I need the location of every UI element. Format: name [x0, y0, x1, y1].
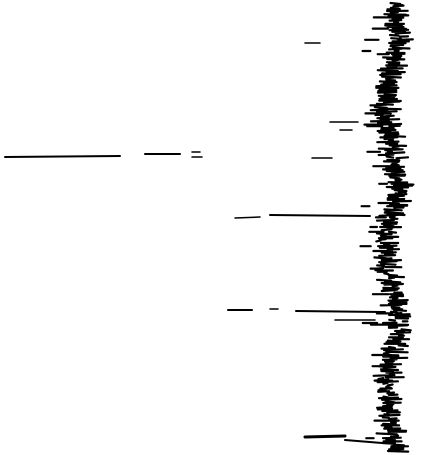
- noisy-column: [359, 1, 415, 453]
- streak: [269, 214, 371, 217]
- streak: [295, 310, 386, 313]
- streak: [234, 216, 261, 219]
- streak: [4, 155, 121, 158]
- streaks: [4, 42, 396, 445]
- streak: [303, 434, 347, 439]
